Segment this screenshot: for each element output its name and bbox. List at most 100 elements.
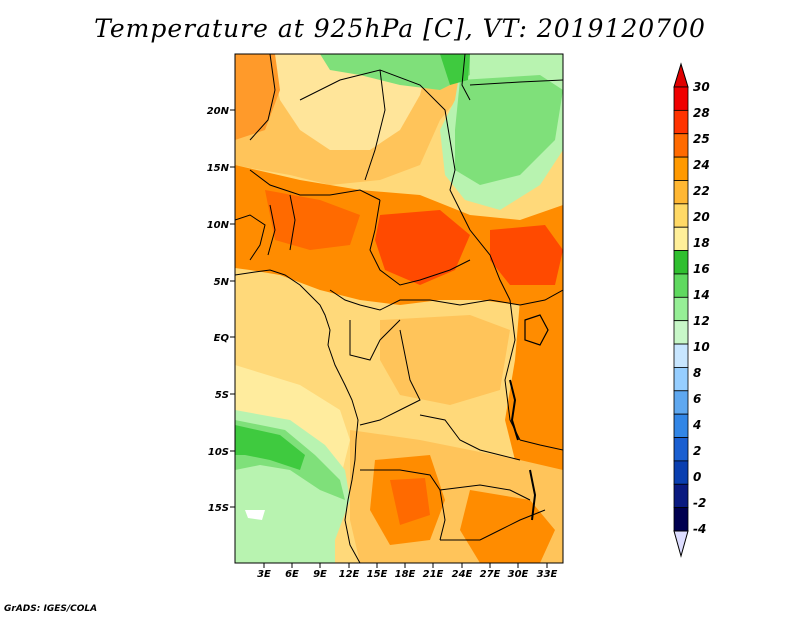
field-ne-green-mid: [455, 75, 563, 185]
border-20: [267, 204, 276, 256]
cb-label-8: 8: [693, 366, 701, 380]
border-11: [360, 469, 446, 541]
lon-label-6e: 6E: [285, 569, 299, 580]
colorbar-swatch: [673, 156, 689, 181]
cb-label-10: 10: [693, 340, 710, 354]
cb-label-4: 4: [692, 418, 701, 432]
border-3: [364, 69, 386, 181]
cb-label-neg4: -4: [693, 522, 706, 536]
cb-label-28: 28: [693, 106, 710, 120]
colorbar-swatch: [673, 273, 689, 298]
border-5: [249, 169, 381, 201]
colorbar-swatch: [673, 86, 689, 111]
borders: [235, 54, 563, 563]
cb-label-30: 30: [693, 80, 710, 94]
field-sahel-hot-center: [375, 210, 470, 285]
field-east-warm: [505, 295, 563, 480]
border-21: [289, 194, 296, 251]
colorbar-swatch: [673, 460, 689, 485]
credit-text: GrADS: IGES/COLA: [4, 604, 98, 614]
cb-label-neg2: -2: [693, 496, 706, 510]
colorbar-swatch: [673, 390, 689, 415]
lat-label-10n: 10N: [207, 220, 230, 231]
colorbar-top-triangle: [673, 62, 689, 88]
colorbar-swatch: [673, 320, 689, 345]
colorbar-swatch: [673, 437, 689, 462]
border-1: [249, 54, 276, 141]
cb-label-25: 25: [693, 132, 710, 146]
colorbar: 30 28 25 24 22 20 18 16 14 12 10 8 6 4 2…: [673, 62, 710, 558]
border-18: [469, 79, 563, 86]
field-ne-green-dark: [320, 54, 470, 90]
lon-label-27e: 27E: [480, 569, 501, 580]
colorbar-swatch: [673, 133, 689, 158]
field-south-hot-2: [390, 478, 430, 525]
border-7: [329, 289, 521, 311]
field-congo-mild: [380, 315, 510, 405]
border-16: [519, 439, 563, 451]
lon-label-18e: 18E: [395, 569, 416, 580]
border-17: [461, 54, 471, 101]
colorbar-swatch: [673, 203, 689, 228]
lon-axis: 3E 6E 9E 12E 15E 18E 21E 24E 27E 30E 33E: [257, 563, 558, 580]
colorbar-swatch: [673, 507, 689, 532]
coastline-west: [235, 269, 361, 563]
lat-label-20n: 20N: [207, 106, 230, 117]
field-sahel-hot-east: [490, 225, 563, 285]
cb-label-12: 12: [693, 314, 710, 328]
cb-label-16: 16: [693, 262, 710, 276]
cb-label-20: 20: [693, 210, 710, 224]
field-sahel-hot-west: [265, 190, 360, 250]
temperature-field: [235, 54, 563, 563]
border-10: [419, 414, 521, 461]
lat-label-10s: 10S: [208, 447, 229, 458]
colorbar-bottom-triangle: [673, 530, 689, 558]
lake-victoria: [524, 314, 549, 346]
colorbar-swatch: [673, 413, 689, 438]
field-atlantic-green-dark: [235, 425, 305, 470]
colorbar-swatches: [673, 86, 689, 532]
cb-label-6: 6: [693, 392, 701, 406]
cb-label-18: 18: [693, 236, 710, 250]
border-12: [439, 484, 531, 501]
colorbar-swatch: [673, 250, 689, 275]
colorbar-swatch: [673, 109, 689, 135]
lon-label-30e: 30E: [508, 569, 529, 580]
lat-axis: 20N 15N 10N 5N EQ 5S 10S 15S: [207, 106, 235, 514]
lat-label-5s: 5S: [215, 390, 229, 401]
cb-label-24: 24: [693, 158, 710, 172]
cb-label-14: 14: [693, 288, 710, 302]
lake-malawi: [529, 469, 537, 521]
lat-label-15s: 15S: [208, 503, 229, 514]
colorbar-swatch: [673, 226, 689, 251]
border-19: [235, 214, 266, 261]
colorbar-labels: 30 28 25 24 22 20 18 16 14 12 10 8 6 4 2…: [692, 80, 710, 536]
colorbar-swatch: [673, 180, 689, 205]
lon-label-24e: 24E: [452, 569, 473, 580]
map-frame: [234, 53, 564, 564]
colorbar-swatch: [673, 367, 689, 392]
border-8: [349, 319, 401, 361]
cb-label-0: 0: [693, 470, 701, 484]
lon-label-21e: 21E: [423, 569, 444, 580]
cb-label-22: 22: [693, 184, 710, 198]
field-atlantic-white: [245, 510, 265, 520]
colorbar-swatch: [673, 343, 689, 368]
cb-label-2: 2: [693, 444, 701, 458]
border-2: [299, 69, 451, 141]
lon-label-15e: 15E: [367, 569, 388, 580]
colorbar-swatch: [673, 296, 689, 322]
lon-label-9e: 9E: [313, 569, 327, 580]
border-9: [359, 329, 421, 426]
border-6: [369, 199, 471, 286]
lon-label-33e: 33E: [537, 569, 558, 580]
lat-label-5n: 5N: [214, 277, 230, 288]
lake-tanganyika: [509, 379, 519, 441]
border-13: [440, 509, 546, 541]
border-15: [519, 289, 563, 306]
lon-label-3e: 3E: [257, 569, 271, 580]
lat-label-eq: EQ: [214, 333, 230, 344]
colorbar-swatch: [673, 483, 689, 509]
lat-label-15n: 15N: [207, 163, 230, 174]
